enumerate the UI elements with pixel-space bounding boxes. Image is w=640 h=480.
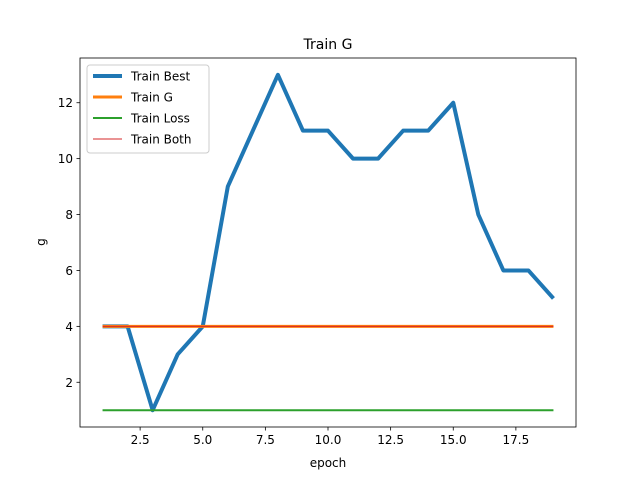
x-axis-title: epoch [310,456,347,470]
x-tick-label: 12.5 [377,433,404,447]
legend-label-train-g: Train G [130,91,173,105]
chart-title: Train G [303,37,353,53]
x-tick-label: 2.5 [131,433,150,447]
legend-label-train-best: Train Best [130,70,190,84]
legend-label-train-both: Train Both [130,133,192,147]
y-tick-label: 4 [65,320,73,334]
x-tick-label: 10.0 [315,433,342,447]
y-tick-label: 12 [58,96,73,110]
y-tick-label: 10 [58,152,73,166]
legend: Train Best Train G Train Loss Train Both [86,64,210,154]
y-axis: 2 4 6 8 10 12 [58,96,80,390]
y-axis-title: g [34,238,48,246]
x-axis: 2.5 5.0 7.5 10.0 12.5 15.0 17.5 [131,427,530,447]
x-tick-label: 5.0 [193,433,212,447]
y-tick-label: 6 [65,264,73,278]
series-layer [102,72,555,413]
y-tick-label: 8 [65,208,73,222]
x-tick-label: 15.0 [440,433,467,447]
legend-label-train-loss: Train Loss [130,112,190,126]
x-tick-label: 17.5 [503,433,530,447]
y-tick-label: 2 [65,376,73,390]
series-line-train-best [102,72,555,413]
legend-box [86,64,210,154]
x-tick-label: 7.5 [256,433,275,447]
